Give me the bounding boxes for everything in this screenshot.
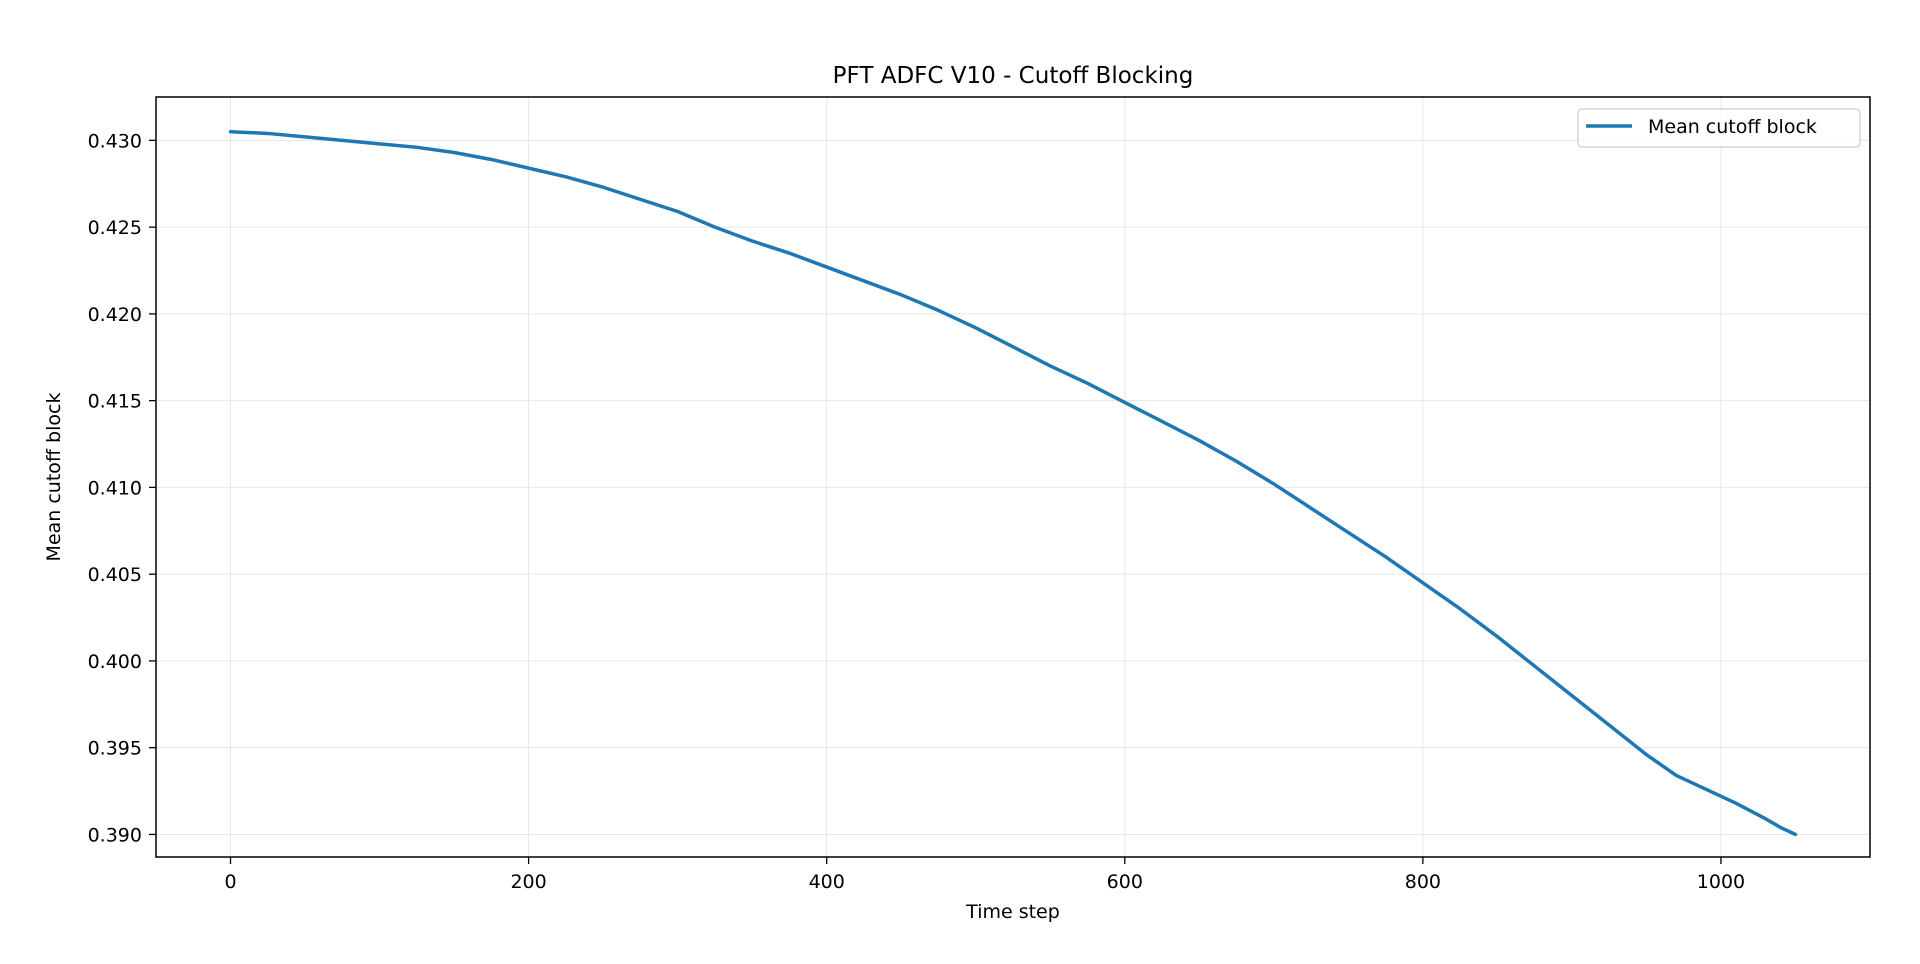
- y-tick-label: 0.405: [88, 564, 142, 586]
- y-tick-label: 0.400: [88, 651, 142, 673]
- chart-title: PFT ADFC V10 - Cutoff Blocking: [833, 63, 1194, 89]
- x-tick-label: 0: [224, 871, 236, 893]
- y-tick-label: 0.420: [88, 304, 142, 326]
- legend-label: Mean cutoff block: [1648, 116, 1817, 138]
- x-tick-label: 800: [1405, 871, 1441, 893]
- y-tick-label: 0.395: [88, 738, 142, 760]
- legend-box: [1577, 108, 1861, 148]
- y-tick-label: 0.390: [88, 824, 142, 846]
- x-axis-label: Time step: [965, 901, 1060, 923]
- y-axis-label: Mean cutoff block: [43, 393, 65, 562]
- y-tick-label: 0.430: [88, 130, 142, 152]
- x-tick-label: 1000: [1697, 871, 1745, 893]
- x-tick-label: 200: [510, 871, 546, 893]
- series-layer: [228, 129, 1798, 837]
- y-axis-ticks: 0.390 0.395 0.400 0.405 0.410 0.415 0.420 0.425…: [88, 130, 156, 846]
- grid: [156, 97, 1870, 857]
- x-tick-label: 400: [809, 871, 845, 893]
- legend: Mean cutoff block: [1577, 108, 1861, 148]
- series-line-mean-cutoff-block: [228, 129, 1798, 837]
- y-tick-label: 0.425: [88, 217, 142, 239]
- x-tick-label: 600: [1107, 871, 1143, 893]
- x-axis-ticks: 0 200 400 600 800 1000: [224, 857, 1745, 893]
- y-tick-label: 0.410: [88, 477, 142, 499]
- plot-frame: [155, 96, 1871, 858]
- y-tick-label: 0.415: [88, 391, 142, 413]
